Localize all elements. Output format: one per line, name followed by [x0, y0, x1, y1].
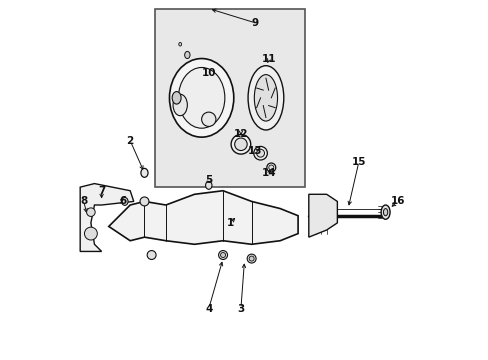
- Text: 12: 12: [233, 129, 248, 139]
- Ellipse shape: [218, 251, 227, 260]
- FancyBboxPatch shape: [155, 9, 305, 187]
- Ellipse shape: [254, 75, 277, 121]
- Ellipse shape: [248, 256, 254, 261]
- Ellipse shape: [380, 205, 389, 219]
- Ellipse shape: [253, 147, 267, 160]
- Ellipse shape: [246, 254, 256, 263]
- Text: 7: 7: [98, 186, 105, 196]
- Ellipse shape: [169, 59, 233, 137]
- Text: 16: 16: [390, 197, 405, 206]
- Ellipse shape: [266, 163, 275, 172]
- Ellipse shape: [178, 67, 224, 128]
- Text: 4: 4: [204, 303, 212, 314]
- Ellipse shape: [268, 165, 273, 170]
- Text: 5: 5: [205, 175, 212, 185]
- Text: 10: 10: [201, 68, 216, 78]
- Polygon shape: [108, 191, 298, 244]
- Text: 8: 8: [80, 197, 87, 206]
- Text: 14: 14: [262, 168, 276, 178]
- Ellipse shape: [172, 91, 181, 104]
- Text: 15: 15: [351, 157, 366, 167]
- Text: 3: 3: [237, 303, 244, 314]
- Ellipse shape: [231, 134, 250, 154]
- Text: 2: 2: [126, 136, 134, 146]
- Ellipse shape: [201, 112, 216, 126]
- Text: 1: 1: [226, 218, 233, 228]
- Ellipse shape: [234, 138, 246, 150]
- Ellipse shape: [179, 42, 181, 46]
- Ellipse shape: [141, 168, 148, 177]
- Text: 6: 6: [119, 197, 126, 206]
- Ellipse shape: [220, 252, 225, 257]
- Text: 11: 11: [262, 54, 276, 64]
- Ellipse shape: [383, 208, 387, 216]
- Text: 9: 9: [251, 18, 258, 28]
- Polygon shape: [308, 194, 337, 237]
- Ellipse shape: [256, 149, 264, 157]
- Text: 13: 13: [247, 147, 262, 157]
- Ellipse shape: [140, 197, 149, 206]
- Polygon shape: [80, 184, 134, 251]
- Ellipse shape: [205, 181, 212, 189]
- Ellipse shape: [86, 208, 95, 216]
- Ellipse shape: [84, 227, 97, 240]
- Ellipse shape: [184, 51, 190, 59]
- Ellipse shape: [147, 251, 156, 260]
- Ellipse shape: [173, 94, 187, 116]
- Ellipse shape: [247, 66, 283, 130]
- Ellipse shape: [122, 198, 128, 205]
